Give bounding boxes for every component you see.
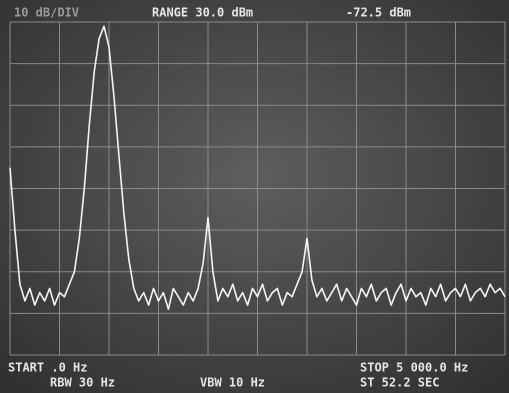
rbw-label: RBW 30 Hz [50,376,115,390]
marker-label: -72.5 dBm [346,6,411,20]
sweep-label: ST 52.2 SEC [360,376,439,390]
analyzer-screen: 10 dB/DIV RANGE 30.0 dBm -72.5 dBm START… [0,0,509,393]
start-label: START .0 Hz [8,361,87,375]
screen-background [0,0,509,393]
range-label: RANGE 30.0 dBm [152,6,253,20]
stop-label: STOP 5 000.0 Hz [360,361,468,375]
page: 10 dB/DIV RANGE 30.0 dBm -72.5 dBm START… [0,0,509,393]
scale-label: 10 dB/DIV [14,6,79,20]
vbw-label: VBW 10 Hz [200,376,265,390]
